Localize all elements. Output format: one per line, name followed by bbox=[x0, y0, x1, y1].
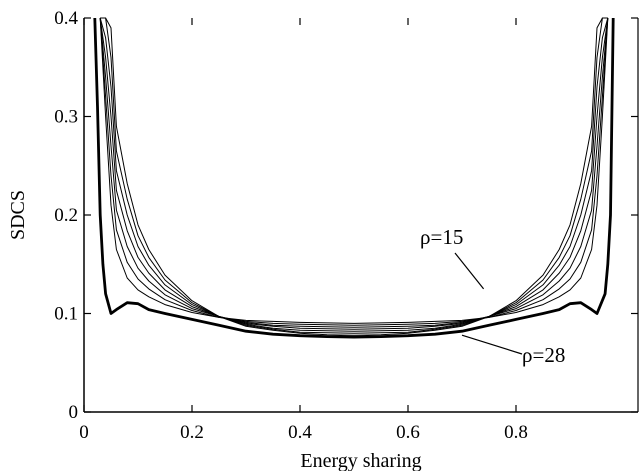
y-tick-label: 0 bbox=[69, 402, 79, 423]
annotation-leader-rho15 bbox=[454, 252, 485, 290]
series-line bbox=[99, 17, 609, 328]
y-tick-label: 0.1 bbox=[54, 304, 78, 325]
y-tick-label: 0.4 bbox=[54, 8, 78, 29]
series-line bbox=[99, 17, 609, 326]
series-line bbox=[99, 17, 609, 330]
series-line bbox=[100, 17, 608, 334]
x-tick-label: 0.4 bbox=[288, 422, 312, 443]
x-tick-label: 0.8 bbox=[504, 422, 528, 443]
x-tick-label: 0.6 bbox=[396, 422, 420, 443]
x-tick-label: 0.2 bbox=[180, 422, 204, 443]
y-tick-label: 0.3 bbox=[54, 107, 78, 128]
series-line bbox=[100, 17, 608, 336]
annotation-leader-rho28 bbox=[461, 334, 523, 355]
x-axis-label: Energy sharing bbox=[300, 450, 421, 471]
annotation-rho15: ρ=15 bbox=[420, 225, 463, 249]
series-line bbox=[99, 17, 609, 332]
annotations: ρ=15 ρ=28 bbox=[420, 225, 565, 367]
y-tick-label: 0.2 bbox=[54, 205, 78, 226]
series-line-bold bbox=[93, 17, 615, 339]
curves bbox=[93, 17, 615, 339]
series-line bbox=[99, 17, 609, 324]
x-tick-label: 0 bbox=[79, 422, 89, 443]
y-axis-label: SDCS bbox=[7, 190, 29, 240]
annotation-rho28: ρ=28 bbox=[522, 343, 565, 367]
axis-ticks: 0 0.2 0.4 0.6 0.8 0 0.1 0.2 0.3 0.4 bbox=[54, 8, 638, 443]
